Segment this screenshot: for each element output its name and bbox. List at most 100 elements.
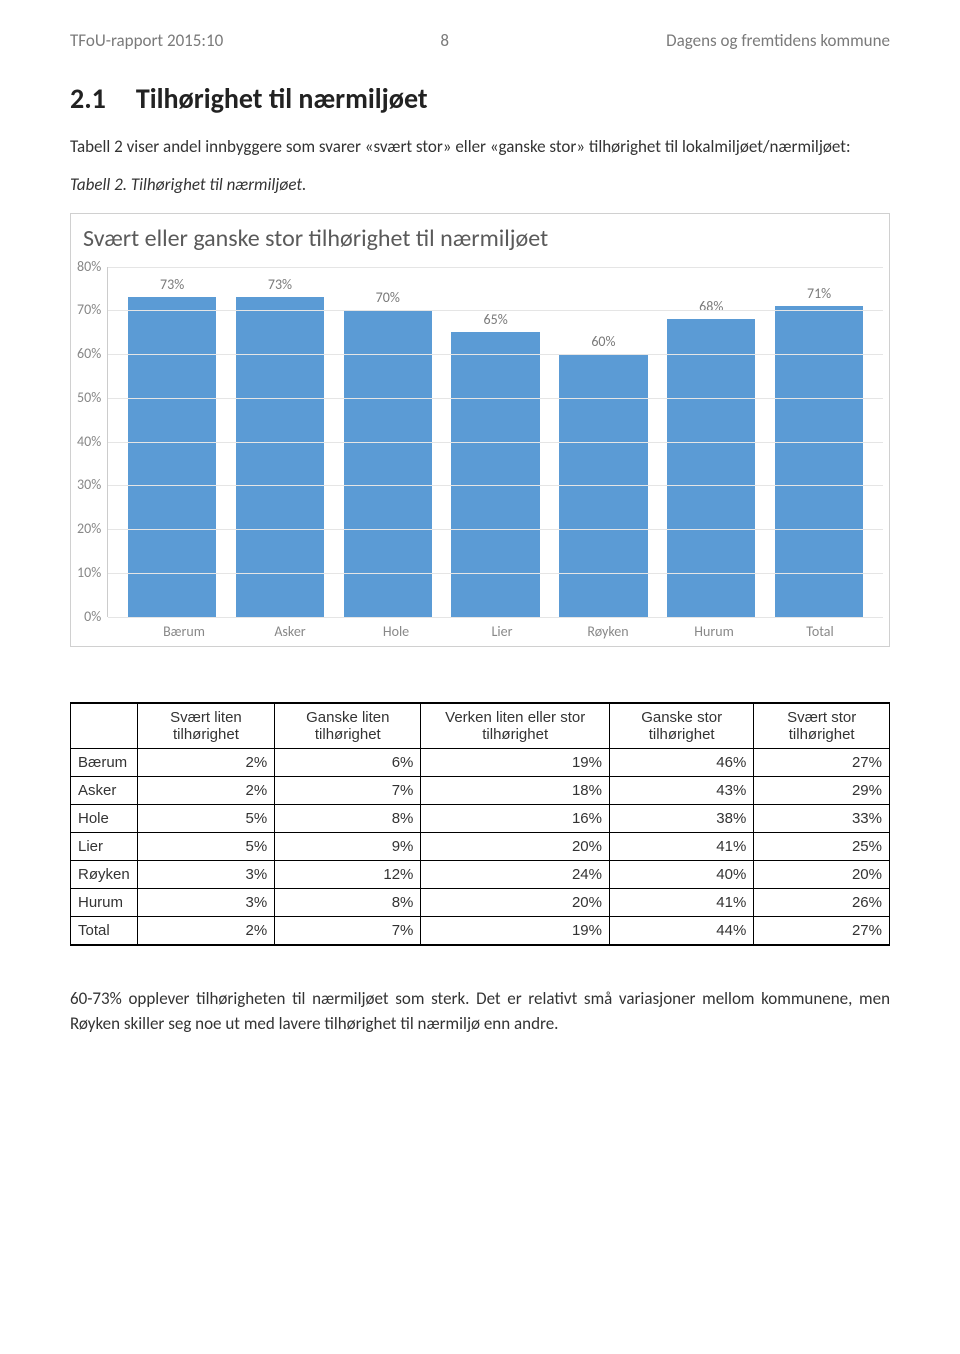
table-cell: 6%: [275, 748, 421, 776]
chart-gridline: [108, 267, 883, 268]
chart-x-tick: Lier: [449, 623, 555, 640]
table-header: Svært liten tilhørighetGanske liten tilh…: [71, 703, 890, 749]
data-table: Svært liten tilhørighetGanske liten tilh…: [70, 702, 890, 946]
table-cell: 18%: [421, 776, 610, 804]
chart-bar-value-label: 71%: [807, 285, 831, 302]
table-cell: 27%: [754, 748, 890, 776]
chart-x-tick: Hole: [343, 623, 449, 640]
chart-plot-area: 80%70%60%50%40%30%20%10%0% 73% 73% 70% 65% 6…: [77, 267, 883, 617]
chart-bar: [344, 310, 432, 616]
table-cell: Asker: [71, 776, 138, 804]
chart-x-axis: BærumAskerHoleLierRøykenHurumTotal: [121, 617, 883, 644]
table-cell: 38%: [609, 804, 753, 832]
chart-bar-value-label: 73%: [160, 276, 184, 293]
table-cell: 41%: [609, 888, 753, 916]
table-body: Bærum2%6%19%46%27%Asker2%7%18%43%29%Hole…: [71, 748, 890, 945]
chart-bar-value-label: 70%: [376, 289, 400, 306]
table-cell: Bærum: [71, 748, 138, 776]
table-cell: 5%: [137, 832, 275, 860]
chart-y-axis: 80%70%60%50%40%30%20%10%0%: [77, 267, 107, 617]
table-cell: 24%: [421, 860, 610, 888]
table-cell: 40%: [609, 860, 753, 888]
table-cell: 9%: [275, 832, 421, 860]
table-column-header: Svært liten tilhørighet: [137, 703, 275, 749]
table-cell: 41%: [609, 832, 753, 860]
header-left: TFoU-rapport 2015:10: [70, 30, 223, 51]
table-cell: 20%: [754, 860, 890, 888]
table-column-header: [71, 703, 138, 749]
section-heading: 2.1 Tilhørighet til nærmiljøet: [70, 81, 890, 116]
table-cell: 27%: [754, 916, 890, 945]
chart-x-tick: Røyken: [555, 623, 661, 640]
closing-paragraph: 60-73% opplever tilhørigheten til nærmil…: [70, 986, 890, 1037]
table-cell: 20%: [421, 832, 610, 860]
chart-x-tick: Bærum: [131, 623, 237, 640]
table-cell: 5%: [137, 804, 275, 832]
chart-bar: [128, 297, 216, 616]
chart-gridline: [108, 573, 883, 574]
table-cell: 33%: [754, 804, 890, 832]
chart-gridline: [108, 398, 883, 399]
table-cell: 12%: [275, 860, 421, 888]
table-cell: 2%: [137, 776, 275, 804]
chart-gridline: [108, 442, 883, 443]
table-row: Røyken3%12%24%40%20%: [71, 860, 890, 888]
chart-bar-value-label: 73%: [268, 276, 292, 293]
table-cell: 26%: [754, 888, 890, 916]
table-cell: 2%: [137, 916, 275, 945]
table-cell: Hurum: [71, 888, 138, 916]
table-cell: 8%: [275, 804, 421, 832]
chart-x-tick: Hurum: [661, 623, 767, 640]
table-cell: 44%: [609, 916, 753, 945]
chart-gridline: [108, 617, 883, 618]
table-header-row: Svært liten tilhørighetGanske liten tilh…: [71, 703, 890, 749]
table-cell: 43%: [609, 776, 753, 804]
table-caption: Tabell 2. Tilhørighet til nærmiljøet.: [70, 174, 890, 195]
chart-gridline: [108, 529, 883, 530]
table-column-header: Svært stor tilhørighet: [754, 703, 890, 749]
table-row: Hole5%8%16%38%33%: [71, 804, 890, 832]
header-page-number: 8: [440, 30, 449, 51]
table-cell: 3%: [137, 860, 275, 888]
chart-bar-value-label: 60%: [591, 333, 615, 350]
header-right: Dagens og fremtidens kommune: [666, 30, 890, 51]
table-column-header: Ganske liten tilhørighet: [275, 703, 421, 749]
table-cell: 19%: [421, 916, 610, 945]
table-row: Total2%7%19%44%27%: [71, 916, 890, 945]
chart-bar: [775, 306, 863, 617]
table-cell: 46%: [609, 748, 753, 776]
table-row: Asker2%7%18%43%29%: [71, 776, 890, 804]
table-cell: 29%: [754, 776, 890, 804]
chart-bar: [236, 297, 324, 616]
table-cell: Total: [71, 916, 138, 945]
bar-chart: Svært eller ganske stor tilhørighet til …: [70, 213, 890, 647]
table-column-header: Verken liten eller stor tilhørighet: [421, 703, 610, 749]
table-column-header: Ganske stor tilhørighet: [609, 703, 753, 749]
chart-bar-value-label: 65%: [484, 311, 508, 328]
table-cell: 3%: [137, 888, 275, 916]
intro-paragraph: Tabell 2 viser andel innbyggere som svar…: [70, 134, 890, 160]
table-cell: 7%: [275, 916, 421, 945]
table-row: Bærum2%6%19%46%27%: [71, 748, 890, 776]
table-cell: 25%: [754, 832, 890, 860]
chart-gridline: [108, 354, 883, 355]
table-cell: Røyken: [71, 860, 138, 888]
table-cell: 7%: [275, 776, 421, 804]
table-cell: 16%: [421, 804, 610, 832]
chart-plot: 73% 73% 70% 65% 60% 68% 71%: [107, 267, 883, 617]
chart-gridline: [108, 310, 883, 311]
section-number: 2.1: [70, 81, 106, 116]
chart-title: Svært eller ganske stor tilhørighet til …: [77, 220, 883, 267]
table-cell: 19%: [421, 748, 610, 776]
section-title: Tilhørighet til nærmiljøet: [136, 81, 428, 116]
table-cell: Hole: [71, 804, 138, 832]
table-row: Lier5%9%20%41%25%: [71, 832, 890, 860]
table-cell: Lier: [71, 832, 138, 860]
chart-x-tick: Total: [767, 623, 873, 640]
chart-gridline: [108, 485, 883, 486]
table-cell: 8%: [275, 888, 421, 916]
chart-x-tick: Asker: [237, 623, 343, 640]
table-cell: 20%: [421, 888, 610, 916]
chart-bar-value-label: 68%: [699, 298, 723, 315]
table-row: Hurum3%8%20%41%26%: [71, 888, 890, 916]
